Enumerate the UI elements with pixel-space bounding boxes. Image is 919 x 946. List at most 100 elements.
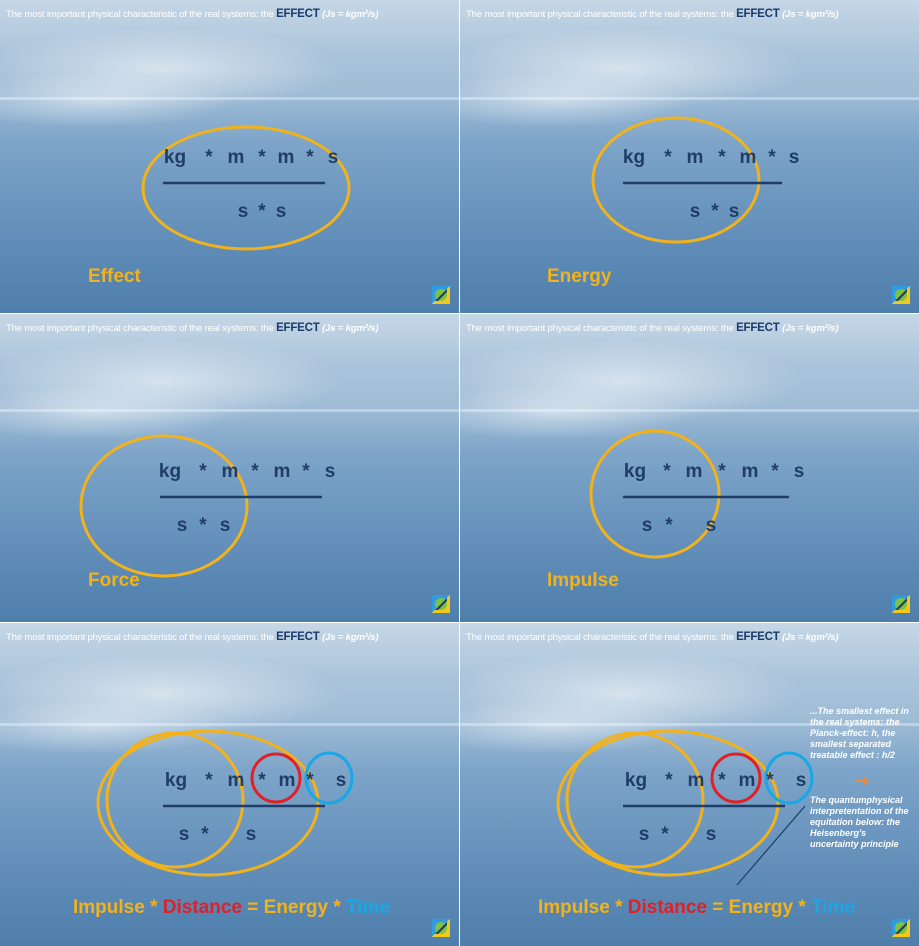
- time-circle: [304, 751, 354, 805]
- multiply-sign: *: [665, 515, 673, 536]
- numerator-term: s: [789, 147, 800, 168]
- header-unit: (Js = kgm²/s): [782, 9, 839, 20]
- fraction-diagram: kg * m * m * s s * s: [141, 125, 351, 251]
- slide-panel: The most important physical characterist…: [460, 0, 919, 313]
- header-text: The most important physical characterist…: [466, 323, 737, 334]
- equation-equals: =: [712, 897, 724, 918]
- panel-caption: Effect: [88, 266, 141, 287]
- header-effect-word: EFFECT: [736, 8, 780, 20]
- pointer-line: [736, 805, 806, 886]
- slide-panel: The most important physical characterist…: [460, 314, 919, 622]
- numerator-term: m: [279, 770, 296, 791]
- header-effect-word: EFFECT: [736, 631, 780, 643]
- multiply-sign: *: [306, 147, 314, 168]
- numerator-term: m: [686, 461, 703, 482]
- numerator-term: kg: [164, 147, 186, 168]
- slide-header: The most important physical characterist…: [466, 322, 839, 334]
- slide-panel: The most important physical characterist…: [0, 0, 459, 313]
- equation-time: Time: [346, 897, 391, 918]
- multiply-sign: *: [199, 461, 207, 482]
- numerator-term: m: [278, 147, 295, 168]
- arrow-icon: [855, 777, 869, 785]
- equation-operator: *: [615, 897, 623, 918]
- multiply-sign: *: [766, 770, 774, 791]
- multiply-sign: *: [205, 147, 213, 168]
- slide-header: The most important physical characterist…: [466, 631, 839, 643]
- header-text: The most important physical characterist…: [6, 9, 277, 20]
- header-unit: (Js = kgm²/s): [322, 323, 379, 334]
- equation-distance: Distance: [162, 897, 242, 918]
- denominator-term: s: [177, 515, 188, 536]
- numerator-term: m: [222, 461, 239, 482]
- slide-header: The most important physical characterist…: [6, 322, 379, 334]
- equation-operator: *: [798, 897, 806, 918]
- panel-caption: Force: [88, 570, 140, 591]
- logo-icon: [432, 286, 450, 304]
- multiply-sign: *: [718, 461, 726, 482]
- impulse-ellipse: [105, 731, 245, 869]
- numerator-term: s: [796, 770, 807, 791]
- equation-impulse: Impulse: [538, 897, 610, 918]
- multiply-sign: *: [768, 147, 776, 168]
- slide-header: The most important physical characterist…: [6, 631, 379, 643]
- multiply-sign: *: [258, 770, 266, 791]
- panel-caption: Energy: [547, 266, 612, 287]
- header-unit: (Js = kgm²/s): [322, 632, 379, 643]
- multiply-sign: *: [718, 770, 726, 791]
- logo-icon: [892, 919, 910, 937]
- equation-operator: *: [150, 897, 158, 918]
- numerator-term: kg: [159, 461, 181, 482]
- impulse-ellipse: [565, 731, 705, 869]
- denominator-term: s: [220, 515, 231, 536]
- equation-operator: *: [333, 897, 341, 918]
- slide-panel: The most important physical characterist…: [0, 623, 459, 946]
- logo-icon: [432, 595, 450, 613]
- header-effect-word: EFFECT: [736, 322, 780, 334]
- impulse-ellipse: [589, 429, 721, 559]
- header-unit: (Js = kgm²/s): [782, 632, 839, 643]
- multiply-sign: *: [306, 770, 314, 791]
- fraction-diagram: kg * m * m * s s * s: [79, 434, 335, 578]
- equation-distance: Distance: [627, 897, 707, 918]
- numerator-term: s: [336, 770, 347, 791]
- fraction-diagram: kg * m * m * s s * s: [96, 729, 354, 877]
- multiply-sign: *: [664, 147, 672, 168]
- numerator-term: kg: [624, 461, 646, 482]
- multiply-sign: *: [302, 461, 310, 482]
- equation-line: Impulse * Distance = Energy * Time: [538, 897, 855, 919]
- multiply-sign: *: [711, 201, 719, 222]
- energy-ellipse: [96, 729, 320, 877]
- header-effect-word: EFFECT: [276, 322, 320, 334]
- distance-circle: [250, 752, 302, 804]
- denominator-term: s: [729, 201, 740, 222]
- heisenberg-note: The quantumphysical interpretentation of…: [810, 795, 909, 849]
- fraction-diagram: kg * m * m * s s * s: [556, 729, 814, 877]
- equation-line: Impulse * Distance = Energy * Time: [73, 897, 390, 919]
- multiply-sign: *: [205, 770, 213, 791]
- denominator-term: s: [706, 515, 717, 536]
- panel-caption: Impulse: [547, 570, 619, 591]
- numerator-term: m: [228, 770, 245, 791]
- denominator-term: s: [246, 824, 257, 845]
- equation-equals: =: [247, 897, 259, 918]
- multiply-sign: *: [771, 461, 779, 482]
- numerator-term: kg: [625, 770, 647, 791]
- slide-panel: The most important physical characterist…: [0, 314, 459, 622]
- multiply-sign: *: [663, 461, 671, 482]
- numerator-term: s: [794, 461, 805, 482]
- numerator-term: m: [739, 770, 756, 791]
- multiply-sign: *: [718, 147, 726, 168]
- denominator-term: s: [706, 824, 717, 845]
- header-unit: (Js = kgm²/s): [322, 9, 379, 20]
- denominator-term: s: [179, 824, 190, 845]
- effect-ellipse: [141, 125, 351, 251]
- denominator-term: s: [642, 515, 653, 536]
- numerator-term: m: [688, 770, 705, 791]
- energy-ellipse: [591, 116, 761, 244]
- numerator-term: kg: [165, 770, 187, 791]
- energy-ellipse: [556, 729, 780, 877]
- numerator-term: m: [228, 147, 245, 168]
- time-circle: [764, 751, 814, 805]
- denominator-term: s: [639, 824, 650, 845]
- planck-note: ...The smallest effect in the real syste…: [810, 706, 909, 760]
